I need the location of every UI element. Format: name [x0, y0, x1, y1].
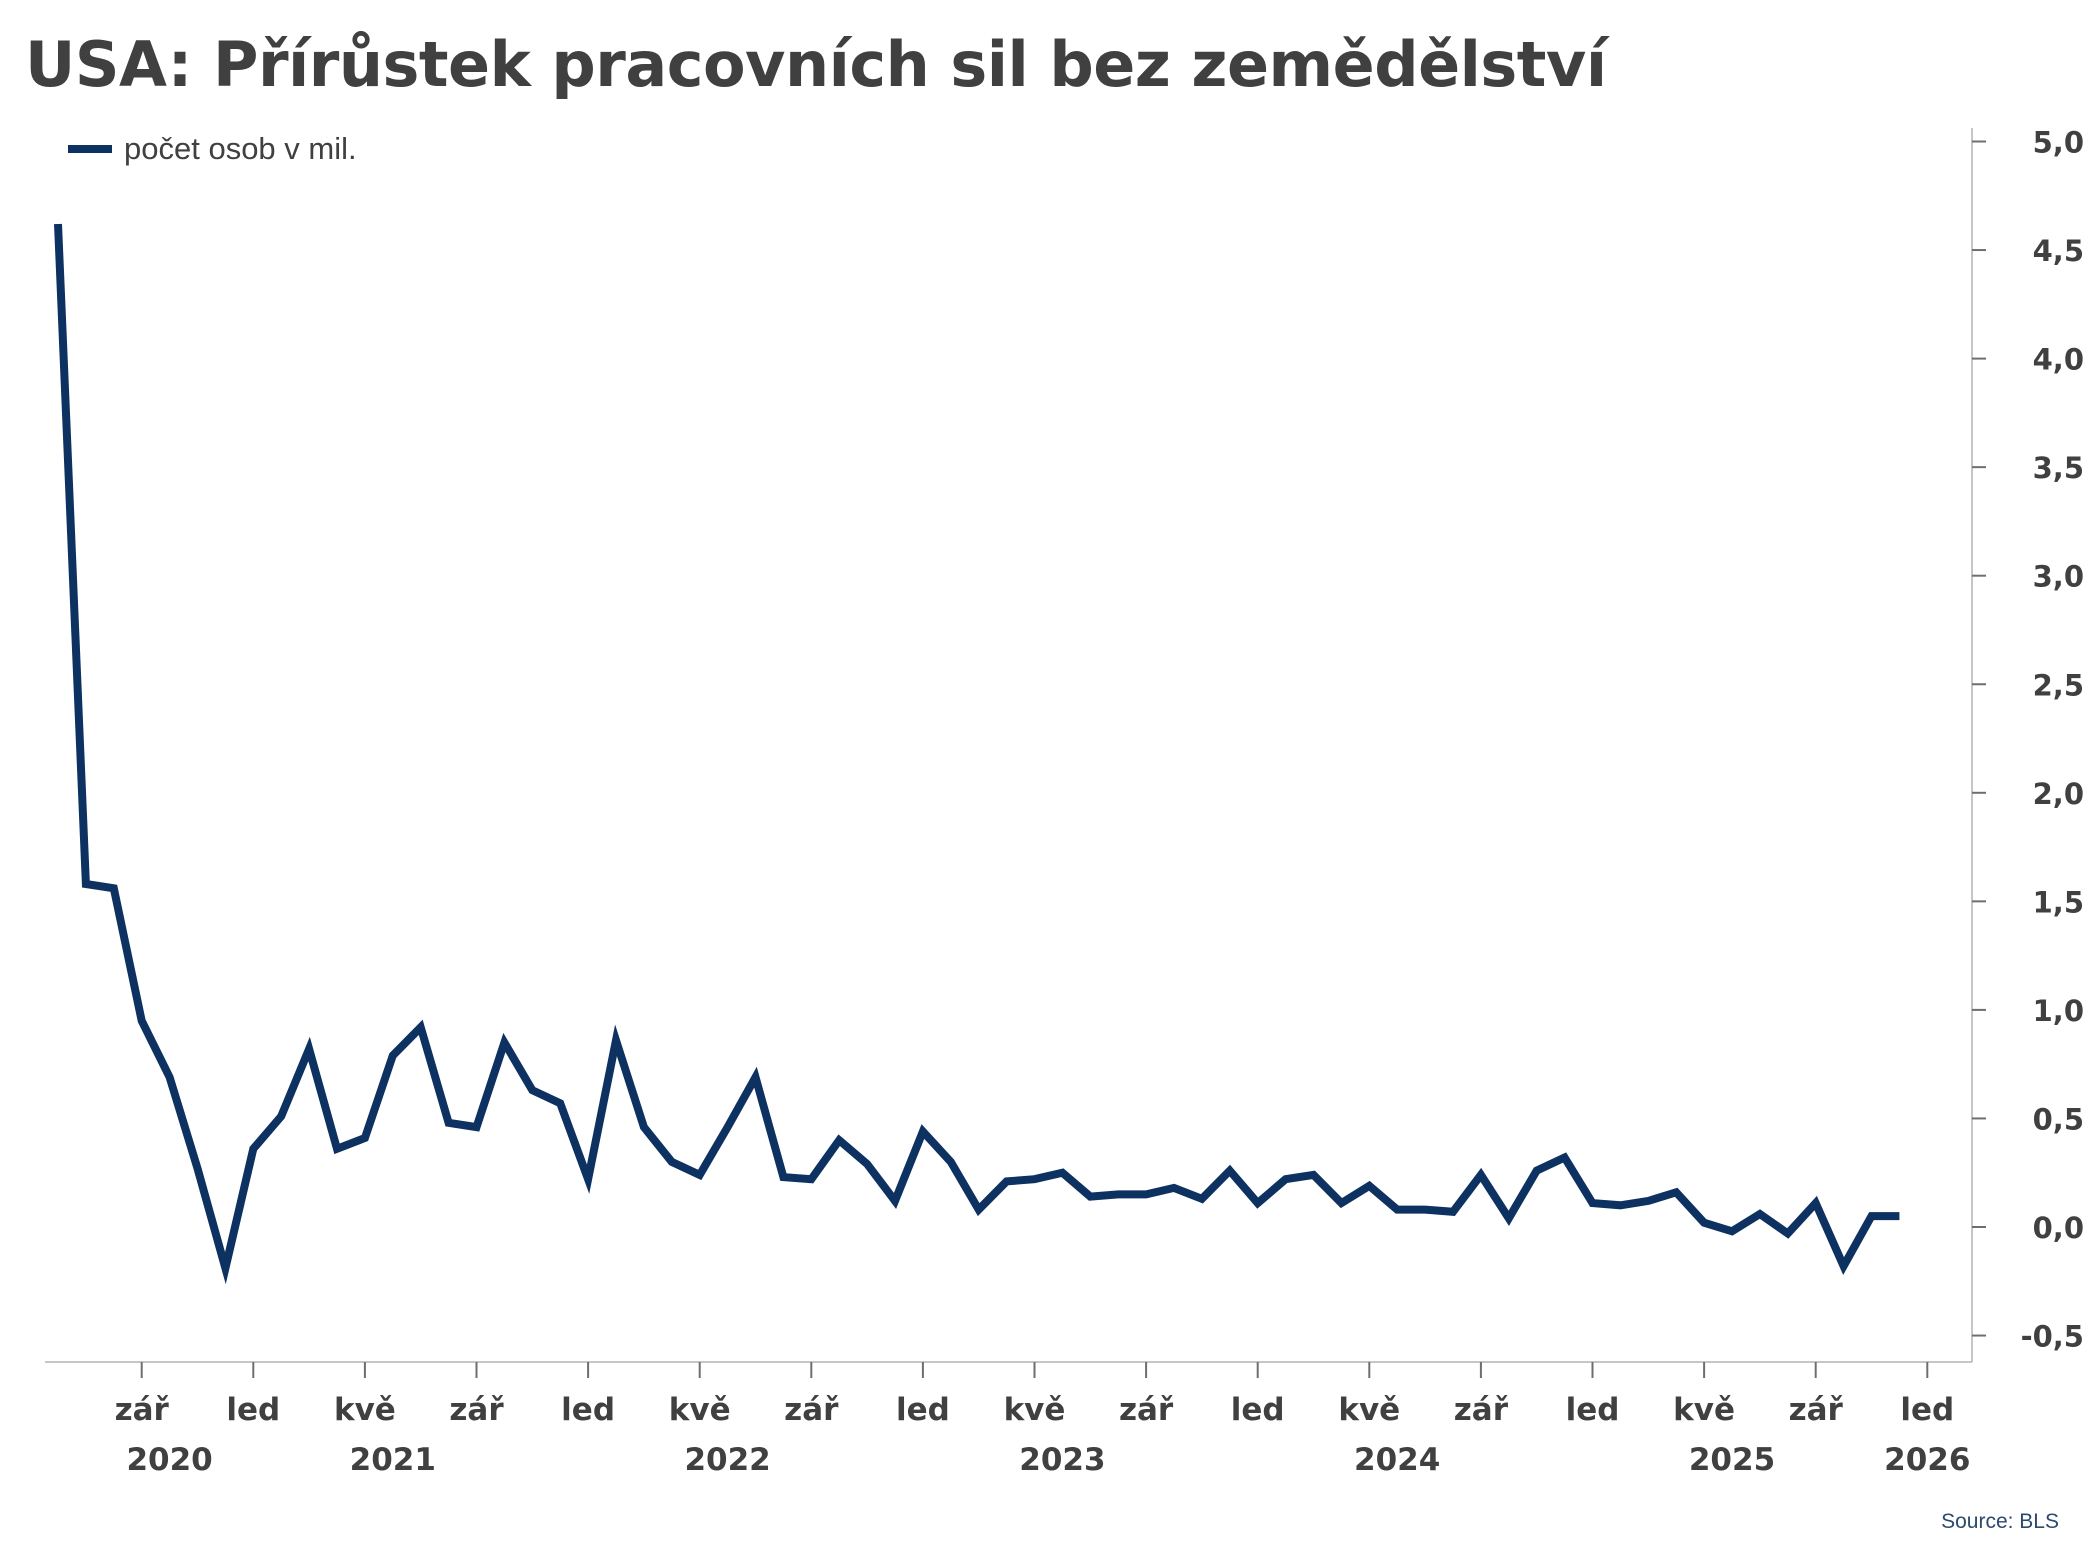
- x-tick-label: zář: [1119, 1392, 1174, 1428]
- plot-area: [54, 223, 1900, 1285]
- series-line: [54, 223, 1900, 1285]
- y-tick-label: 1,0: [2033, 994, 2084, 1028]
- y-tick-label: 0,5: [2033, 1102, 2084, 1136]
- x-tick-label: zář: [784, 1392, 839, 1428]
- x-tick-label: zář: [1789, 1392, 1844, 1428]
- x-year-label: 2020: [126, 1442, 212, 1478]
- x-year-label: 2021: [350, 1442, 436, 1478]
- x-year-label: 2022: [684, 1442, 770, 1478]
- x-tick-label: kvě: [1338, 1392, 1400, 1428]
- x-tick-label: led: [1231, 1392, 1285, 1428]
- x-tick-label: led: [1900, 1392, 1954, 1428]
- x-tick-label: zář: [115, 1392, 170, 1428]
- y-tick-label: 2,5: [2033, 668, 2084, 702]
- x-tick-label: led: [1566, 1392, 1620, 1428]
- y-tick-label: 4,5: [2033, 234, 2084, 268]
- x-tick-label: kvě: [1004, 1392, 1066, 1428]
- x-tick-label: led: [226, 1392, 280, 1428]
- source-note: Source: BLS: [1941, 1510, 2059, 1533]
- x-year-label: 2026: [1884, 1442, 1970, 1478]
- y-tick-label: -0,5: [2021, 1320, 2084, 1354]
- x-tick-label: led: [561, 1392, 615, 1428]
- x-year-label: 2023: [1019, 1442, 1105, 1478]
- x-tick-label: zář: [1454, 1392, 1509, 1428]
- y-tick-label: 0,0: [2033, 1211, 2084, 1245]
- x-tick-label: kvě: [669, 1392, 731, 1428]
- y-tick-label: 3,0: [2033, 560, 2084, 594]
- x-year-label: 2024: [1354, 1442, 1440, 1478]
- y-tick-label: 3,5: [2033, 451, 2084, 485]
- y-tick-label: 1,5: [2033, 885, 2084, 919]
- y-tick-label: 5,0: [2033, 126, 2084, 160]
- chart-title: USA: Přírůstek pracovních sil bez zemědě…: [25, 28, 1607, 101]
- y-tick-label: 2,0: [2033, 777, 2084, 811]
- y-tick-label: 4,0: [2033, 343, 2084, 377]
- x-tick-label: kvě: [1673, 1392, 1735, 1428]
- x-year-label: 2025: [1689, 1442, 1775, 1478]
- x-tick-label: zář: [449, 1392, 504, 1428]
- x-tick-label: led: [896, 1392, 950, 1428]
- legend: počet osob v mil.: [68, 131, 357, 166]
- x-tick-label: kvě: [334, 1392, 396, 1428]
- legend-label: počet osob v mil.: [124, 131, 357, 166]
- axes: -0,5 0,0 0,5 1,0 1,5 2,0 2,5 3,0 3,5 4,0 4,5 5,0 zář…: [45, 126, 2084, 1478]
